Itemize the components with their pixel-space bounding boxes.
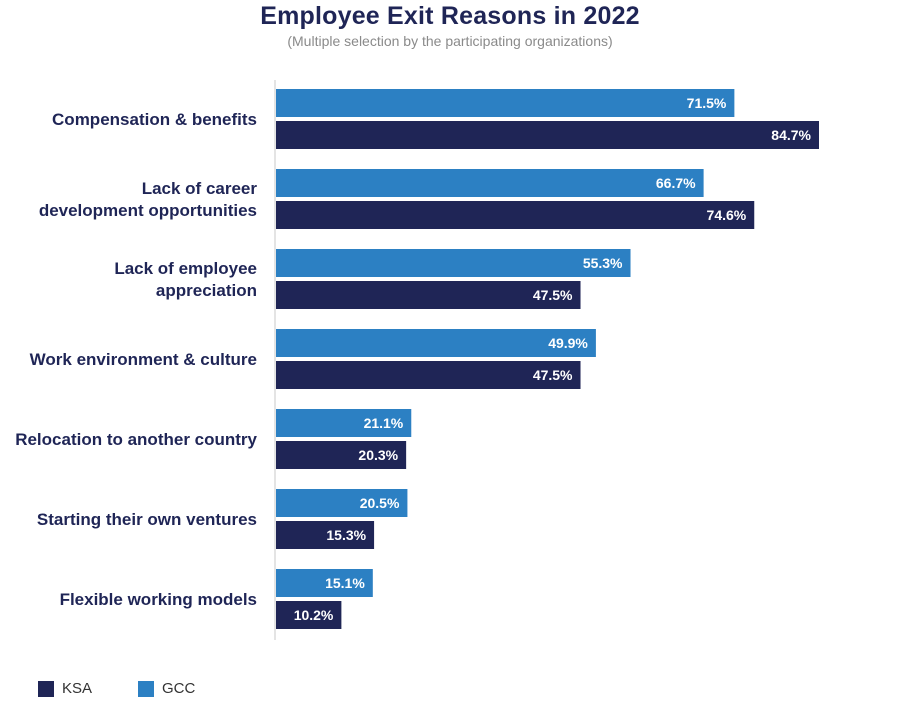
value-label-ksa: 47.5% <box>533 367 573 383</box>
bar-gcc <box>276 489 408 517</box>
value-label-gcc: 66.7% <box>656 175 696 191</box>
bar-ksa <box>276 601 342 629</box>
category-label-line: Compensation & benefits <box>52 110 257 129</box>
category-label-line: Work environment & culture <box>30 350 257 369</box>
category-label-line: Flexible working models <box>60 590 257 609</box>
category-label: Compensation & benefits <box>52 110 257 129</box>
category-label-line: Starting their own ventures <box>37 510 257 529</box>
category-label: Lack of employee appreciation <box>114 259 257 300</box>
value-label-ksa: 20.3% <box>358 447 398 463</box>
value-label-gcc: 71.5% <box>687 95 727 111</box>
bar-gcc <box>276 329 596 357</box>
bar-ksa <box>276 281 581 309</box>
category-label-line: development opportunities <box>39 201 257 220</box>
bar-gcc <box>276 409 412 437</box>
legend-swatch-gcc <box>138 680 155 697</box>
bar-ksa <box>276 121 819 149</box>
bar-ksa <box>276 521 375 549</box>
category-label: Starting their own ventures <box>37 510 257 529</box>
category-label-line: Lack of employee <box>114 259 257 278</box>
value-label-gcc: 21.1% <box>364 415 404 431</box>
legend-item-ksa: KSA <box>38 680 92 697</box>
bar-gcc <box>276 249 631 277</box>
category-label: Work environment & culture <box>30 350 257 369</box>
value-label-gcc: 20.5% <box>360 495 400 511</box>
chart-title: Employee Exit Reasons in 2022 <box>260 2 640 30</box>
bar-gcc <box>276 569 373 597</box>
category-label-line: Lack of career <box>142 179 258 198</box>
category-label: Relocation to another country <box>15 430 257 449</box>
legend: KSA GCC <box>38 680 241 697</box>
category-label: Lack of career development opportunities <box>39 179 258 220</box>
bars-layer: Compensation & benefits 71.5% 84.7% Lack of… <box>15 89 819 629</box>
bar-ksa <box>276 441 407 469</box>
bar-gcc <box>276 169 704 197</box>
value-label-gcc: 15.1% <box>325 575 365 591</box>
value-label-ksa: 15.3% <box>326 527 366 543</box>
legend-label-gcc: GCC <box>162 680 196 697</box>
legend-item-gcc: GCC <box>138 680 195 697</box>
value-label-gcc: 55.3% <box>583 255 623 271</box>
value-label-ksa: 84.7% <box>771 127 811 143</box>
bar-ksa <box>276 361 581 389</box>
value-label-ksa: 47.5% <box>533 287 573 303</box>
category-label-line: Relocation to another country <box>15 430 257 449</box>
bar-ksa <box>276 201 755 229</box>
legend-label-ksa: KSA <box>62 680 93 697</box>
legend-swatch-ksa <box>38 680 54 697</box>
value-label-ksa: 10.2% <box>294 607 334 623</box>
value-label-gcc: 49.9% <box>548 335 588 351</box>
chart-subtitle: (Multiple selection by the participating… <box>287 33 613 49</box>
category-label-line: appreciation <box>156 281 257 300</box>
value-label-ksa: 74.6% <box>707 207 747 223</box>
bar-gcc <box>276 89 735 117</box>
category-label: Flexible working models <box>60 590 257 609</box>
